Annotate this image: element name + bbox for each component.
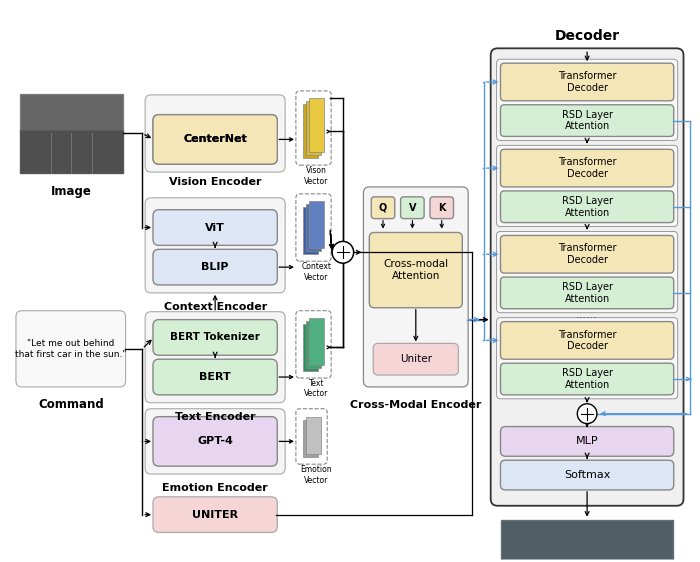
Circle shape [578,404,597,424]
FancyBboxPatch shape [153,115,277,164]
Text: CenterNet: CenterNet [183,134,247,144]
Bar [302,207,318,254]
FancyBboxPatch shape [371,197,395,219]
FancyBboxPatch shape [153,250,277,285]
FancyBboxPatch shape [153,210,277,246]
Text: Transformer
Decoder: Transformer Decoder [558,243,617,265]
Bar [309,98,324,152]
Circle shape [332,242,354,263]
Bar [306,101,321,155]
FancyBboxPatch shape [500,105,673,137]
Text: Emotion
Vector: Emotion Vector [300,465,332,484]
Text: Image: Image [51,185,92,198]
Text: Softmax: Softmax [564,470,610,480]
Text: Vison
Vector: Vison Vector [304,166,328,185]
Bar [302,324,318,371]
Text: Cross-Modal Encoder: Cross-Modal Encoder [350,400,482,410]
Bar [20,94,122,173]
FancyBboxPatch shape [500,363,673,395]
Text: ......: ...... [576,310,598,320]
Text: RSD Layer
Attention: RSD Layer Attention [561,282,612,303]
Text: RSD Layer
Attention: RSD Layer Attention [561,368,612,390]
FancyBboxPatch shape [500,149,673,187]
FancyBboxPatch shape [153,359,277,395]
Text: K: K [438,203,445,213]
Text: Text
Vector: Text Vector [304,379,328,398]
FancyBboxPatch shape [496,232,678,312]
FancyBboxPatch shape [430,197,454,219]
FancyBboxPatch shape [496,59,678,140]
FancyBboxPatch shape [491,48,683,506]
Text: V: V [409,203,416,213]
Text: Transformer
Decoder: Transformer Decoder [558,157,617,179]
Text: Command: Command [38,398,104,411]
Text: Context Encoder: Context Encoder [164,302,267,312]
FancyBboxPatch shape [145,312,285,403]
Text: Decoder: Decoder [554,29,620,43]
Bar [501,520,673,562]
Bar [306,320,321,368]
Bar [306,416,321,454]
Text: RSD Layer
Attention: RSD Layer Attention [561,110,612,132]
Text: "Let me out behind
that first car in the sun.": "Let me out behind that first car in the… [15,339,127,359]
Text: Transformer
Decoder: Transformer Decoder [558,71,617,93]
Bar [309,318,324,365]
FancyBboxPatch shape [496,318,678,399]
Bar [302,104,318,158]
FancyBboxPatch shape [400,197,424,219]
FancyBboxPatch shape [500,427,673,456]
Text: Vision Encoder: Vision Encoder [169,177,261,187]
Text: UNITER: UNITER [192,510,238,520]
Text: Emotion Encoder: Emotion Encoder [162,483,268,493]
Text: BERT: BERT [199,372,231,382]
Bar [302,420,318,457]
Text: BERT Tokenizer: BERT Tokenizer [170,333,260,342]
Text: RSD Layer
Attention: RSD Layer Attention [561,196,612,217]
FancyBboxPatch shape [500,460,673,490]
Text: CenterNet: CenterNet [183,134,247,144]
Text: BLIP: BLIP [202,262,229,272]
Text: Q: Q [379,203,387,213]
Text: Uniter: Uniter [400,354,432,364]
FancyBboxPatch shape [500,235,673,273]
FancyBboxPatch shape [500,277,673,309]
FancyBboxPatch shape [145,409,285,474]
FancyBboxPatch shape [16,311,125,387]
Bar [309,201,324,248]
FancyBboxPatch shape [500,63,673,101]
FancyBboxPatch shape [153,497,277,532]
Text: Text Encoder: Text Encoder [175,412,256,422]
FancyBboxPatch shape [370,233,462,308]
Bar [306,204,321,251]
FancyBboxPatch shape [145,95,285,172]
FancyBboxPatch shape [496,146,678,226]
Text: Transformer
Decoder: Transformer Decoder [558,329,617,351]
FancyBboxPatch shape [153,416,277,466]
Text: MLP: MLP [576,437,598,446]
FancyBboxPatch shape [363,187,468,387]
FancyBboxPatch shape [500,191,673,223]
FancyBboxPatch shape [373,343,458,375]
FancyBboxPatch shape [500,321,673,359]
Text: ViT: ViT [205,223,225,233]
FancyBboxPatch shape [145,198,285,293]
Text: Cross-modal
Attention: Cross-modal Attention [383,259,449,281]
Text: GPT-4: GPT-4 [197,437,233,446]
Text: Context
Vector: Context Vector [302,262,331,282]
FancyBboxPatch shape [153,115,277,164]
FancyBboxPatch shape [153,320,277,355]
